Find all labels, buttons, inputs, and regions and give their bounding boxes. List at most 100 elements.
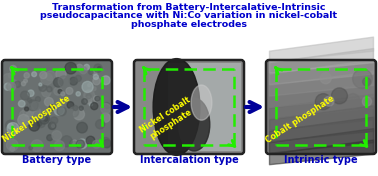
- Circle shape: [56, 69, 66, 79]
- Circle shape: [89, 70, 93, 74]
- Circle shape: [27, 98, 32, 103]
- Circle shape: [102, 76, 110, 85]
- Text: Intrinsic type: Intrinsic type: [284, 155, 358, 165]
- Circle shape: [60, 71, 64, 75]
- Circle shape: [71, 140, 77, 146]
- Circle shape: [48, 122, 56, 130]
- Circle shape: [61, 136, 72, 147]
- Text: Transformation from Battery-Intercalative-Intrinsic: Transformation from Battery-Intercalativ…: [52, 3, 326, 12]
- Circle shape: [24, 73, 29, 78]
- Circle shape: [69, 107, 79, 117]
- Circle shape: [92, 70, 97, 75]
- Circle shape: [35, 97, 40, 102]
- Text: Nickel phosphate: Nickel phosphate: [1, 94, 71, 144]
- Circle shape: [61, 122, 68, 129]
- FancyBboxPatch shape: [134, 60, 244, 154]
- Circle shape: [29, 121, 40, 131]
- Circle shape: [67, 102, 74, 108]
- Circle shape: [91, 102, 98, 110]
- Circle shape: [42, 88, 51, 97]
- Circle shape: [39, 83, 42, 86]
- Circle shape: [58, 90, 62, 93]
- Text: Nickel cobalt
phosphate: Nickel cobalt phosphate: [138, 95, 198, 143]
- Circle shape: [315, 94, 332, 110]
- Circle shape: [88, 84, 91, 87]
- Circle shape: [39, 113, 50, 124]
- Circle shape: [19, 100, 25, 107]
- Circle shape: [11, 80, 18, 87]
- Circle shape: [40, 115, 45, 120]
- Circle shape: [362, 97, 372, 106]
- Circle shape: [27, 100, 38, 111]
- Circle shape: [101, 137, 110, 146]
- Circle shape: [80, 67, 87, 74]
- Circle shape: [43, 117, 48, 121]
- Circle shape: [332, 88, 347, 104]
- Circle shape: [93, 77, 100, 85]
- Circle shape: [6, 82, 15, 91]
- Circle shape: [76, 64, 83, 71]
- Circle shape: [25, 107, 29, 111]
- Circle shape: [98, 67, 101, 70]
- Circle shape: [4, 83, 11, 90]
- Circle shape: [70, 140, 76, 146]
- Circle shape: [5, 120, 16, 130]
- Circle shape: [8, 73, 14, 78]
- Circle shape: [32, 102, 40, 110]
- Circle shape: [82, 81, 93, 92]
- Circle shape: [87, 137, 93, 143]
- Text: Intercalation type: Intercalation type: [139, 155, 239, 165]
- Circle shape: [51, 124, 54, 127]
- Circle shape: [40, 71, 47, 79]
- Circle shape: [32, 72, 37, 77]
- Circle shape: [75, 75, 81, 81]
- Circle shape: [7, 122, 19, 134]
- Circle shape: [54, 141, 65, 151]
- Circle shape: [65, 62, 77, 74]
- Circle shape: [103, 140, 111, 148]
- Circle shape: [23, 105, 34, 117]
- Text: Battery type: Battery type: [22, 155, 91, 165]
- Circle shape: [33, 120, 44, 131]
- Circle shape: [94, 64, 102, 72]
- Circle shape: [89, 103, 93, 106]
- Ellipse shape: [178, 98, 210, 151]
- Circle shape: [82, 99, 87, 104]
- Circle shape: [96, 120, 105, 129]
- Circle shape: [93, 74, 98, 80]
- Circle shape: [49, 105, 54, 110]
- Circle shape: [39, 84, 46, 91]
- Circle shape: [54, 105, 64, 115]
- Circle shape: [86, 93, 91, 99]
- Circle shape: [37, 121, 42, 126]
- Circle shape: [52, 131, 62, 140]
- Circle shape: [101, 113, 110, 122]
- Circle shape: [66, 87, 73, 94]
- Circle shape: [51, 117, 58, 124]
- Circle shape: [62, 74, 73, 85]
- Ellipse shape: [191, 85, 212, 120]
- Circle shape: [29, 106, 40, 117]
- Circle shape: [8, 123, 13, 129]
- Circle shape: [10, 147, 14, 151]
- Circle shape: [29, 146, 33, 150]
- Circle shape: [85, 97, 92, 104]
- Circle shape: [6, 139, 18, 151]
- Circle shape: [353, 69, 372, 89]
- Circle shape: [15, 81, 21, 87]
- Circle shape: [2, 74, 14, 85]
- Circle shape: [50, 65, 59, 75]
- Circle shape: [95, 96, 100, 101]
- Circle shape: [84, 64, 90, 70]
- Text: pseudocapacitance with Ni:Co variation in nickel-cobalt: pseudocapacitance with Ni:Co variation i…: [40, 11, 338, 20]
- Circle shape: [23, 79, 27, 83]
- Circle shape: [46, 71, 55, 81]
- Circle shape: [92, 87, 96, 91]
- Circle shape: [320, 73, 332, 84]
- Circle shape: [61, 92, 65, 96]
- Circle shape: [41, 73, 53, 85]
- Circle shape: [73, 109, 85, 120]
- Circle shape: [363, 78, 371, 86]
- Circle shape: [44, 68, 49, 73]
- Circle shape: [58, 76, 70, 87]
